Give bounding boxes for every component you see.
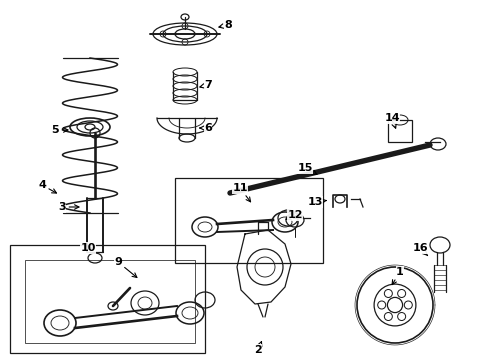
Text: 8: 8	[219, 20, 232, 30]
Text: 16: 16	[412, 243, 428, 256]
Text: 15: 15	[297, 163, 317, 174]
Text: 10: 10	[80, 243, 96, 253]
Text: 12: 12	[286, 210, 303, 220]
Text: 13: 13	[307, 197, 326, 207]
Bar	[10, 245, 205, 353]
Text: 9: 9	[114, 257, 137, 278]
Bar	[25, 260, 195, 343]
Text: 14: 14	[384, 113, 400, 128]
Text: 2: 2	[254, 342, 262, 355]
Text: 1: 1	[392, 267, 404, 285]
Text: 11: 11	[232, 183, 250, 202]
Text: 3: 3	[58, 202, 79, 212]
Text: 4: 4	[38, 180, 56, 193]
Text: 7: 7	[200, 80, 212, 90]
Bar	[388, 120, 412, 142]
Bar	[175, 178, 323, 263]
Text: 6: 6	[200, 123, 212, 133]
Text: 5: 5	[51, 125, 68, 135]
